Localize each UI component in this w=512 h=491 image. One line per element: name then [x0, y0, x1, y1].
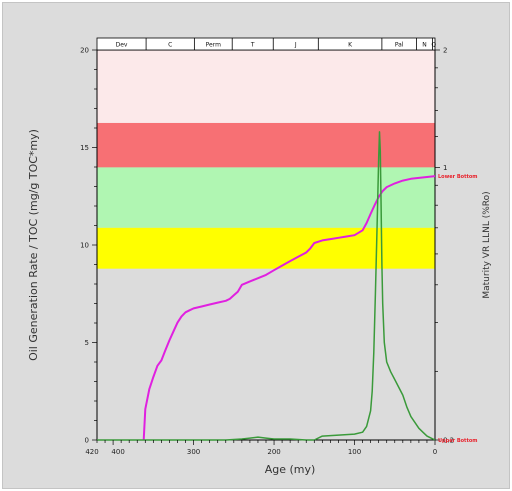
chart-svg: Dev C Perm T J K Pal N Q 420 400 300 200 100 0 0 5 10 15 2…: [27, 37, 492, 476]
annotations: Lower Bottom Upper Bottom: [438, 174, 478, 444]
period-label: Perm: [206, 42, 221, 49]
period-label: K: [348, 42, 353, 49]
x-tick-label: 420: [85, 448, 98, 456]
period-bar: Dev C Perm T J K Pal N Q: [96, 37, 436, 51]
series-oil-generation-rate: [97, 131, 436, 441]
y-axis-title-right: Maturity VR LLNL (%Ro): [482, 191, 492, 298]
period-label: Dev: [116, 42, 128, 49]
y-left-tick-label: 15: [80, 144, 89, 152]
zone-wet-gas: [97, 122, 435, 168]
period-label: T: [250, 42, 255, 49]
y-right-tick-label: 0.2: [443, 437, 454, 445]
y-left-tick-label: 10: [80, 242, 89, 250]
x-tick-label: 300: [187, 448, 200, 456]
zone-dry-gas: [97, 50, 435, 123]
period-bar-frame: [96, 37, 436, 51]
y-axis-title-left: Oil Generation Rate / TOC (mg/g TOC*my): [27, 129, 40, 361]
x-axis-title: Age (my): [265, 463, 316, 476]
x-tick-label: 200: [267, 448, 280, 456]
y-left-tick-label: 0: [85, 437, 89, 445]
series-lines: [97, 131, 436, 441]
period-label: N: [422, 42, 427, 49]
axes: 420 400 300 200 100 0 0 5 10 15 20 0.2 1 2: [80, 47, 454, 457]
x-tick-label: 400: [111, 448, 124, 456]
annotation-label: Upper Bottom: [438, 438, 478, 444]
period-label: J: [294, 42, 297, 49]
zone-oil-late: [97, 167, 435, 228]
period-label: Q: [431, 42, 436, 49]
zone-oil-early: [97, 227, 435, 269]
maturity-zones: [97, 50, 435, 269]
y-right-tick-label: 2: [443, 47, 447, 55]
y-right-tick-label: 1: [443, 164, 447, 172]
x-tick-label: 100: [348, 448, 361, 456]
period-label: Pal: [395, 42, 404, 49]
annotation-label: Lower Bottom: [438, 174, 478, 180]
x-tick-label: 0: [433, 448, 437, 456]
period-label: C: [168, 42, 172, 49]
y-left-tick-label: 5: [85, 339, 89, 347]
y-left-tick-label: 20: [80, 47, 89, 55]
